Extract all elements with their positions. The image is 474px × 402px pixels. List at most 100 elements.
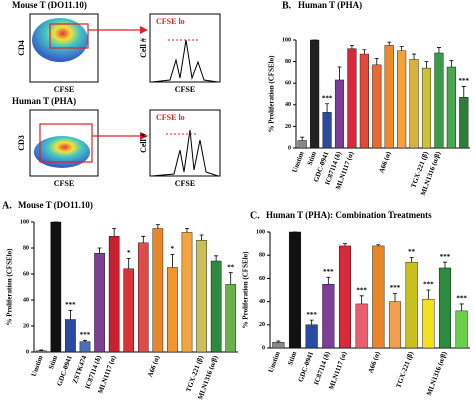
x-tick-label: Unstim bbox=[267, 350, 282, 373]
y-tick-label: 80 bbox=[259, 253, 265, 259]
bar bbox=[297, 140, 307, 149]
y-tick-label: 40 bbox=[23, 297, 29, 303]
y-tick-label: 20 bbox=[285, 124, 291, 130]
axis-label: Cell # bbox=[139, 133, 148, 153]
axis-label: CFSE bbox=[175, 85, 195, 94]
error-bar bbox=[376, 244, 381, 246]
significance: *** bbox=[440, 253, 451, 261]
bar bbox=[372, 245, 385, 349]
error-bar bbox=[362, 49, 367, 55]
error-bar bbox=[412, 53, 417, 60]
error-bar bbox=[461, 86, 466, 98]
bar bbox=[50, 221, 62, 353]
bar bbox=[181, 232, 193, 353]
bar bbox=[422, 299, 435, 349]
significance: *** bbox=[322, 94, 333, 102]
axis-label: CFSE bbox=[54, 85, 74, 94]
error-bar bbox=[343, 243, 347, 246]
y-tick-label: 0 bbox=[26, 349, 29, 355]
bar bbox=[372, 64, 382, 149]
error-bar bbox=[409, 257, 414, 263]
y-tick-label: 60 bbox=[285, 81, 291, 87]
error-bar bbox=[141, 235, 146, 243]
bar bbox=[388, 301, 402, 349]
x-tick-label: Unstim bbox=[30, 354, 45, 377]
bar bbox=[152, 228, 164, 353]
error-bar bbox=[387, 41, 392, 46]
arrow-head bbox=[140, 132, 148, 140]
axis-label: CFSE bbox=[54, 179, 74, 188]
bar bbox=[446, 66, 456, 149]
bar bbox=[322, 284, 335, 349]
chart-title: Human T (PHA): Combination Treatments bbox=[266, 210, 432, 220]
dot-cloud bbox=[32, 18, 88, 62]
x-tick-label: TGX-221 (β) bbox=[395, 350, 416, 389]
error-bar bbox=[185, 228, 189, 233]
error-bar bbox=[459, 303, 464, 311]
bar bbox=[310, 39, 320, 149]
significance: * bbox=[171, 245, 175, 253]
error-bar bbox=[436, 47, 441, 53]
y-tick-label: 20 bbox=[23, 323, 29, 329]
error-bar bbox=[214, 255, 219, 261]
panel-label: C. bbox=[250, 210, 260, 221]
x-tick-label: Stim bbox=[286, 350, 298, 366]
error-bar bbox=[228, 272, 233, 285]
bar bbox=[455, 310, 468, 349]
bar bbox=[137, 242, 149, 353]
x-tick-label: A66 (α) bbox=[367, 350, 382, 374]
error-bar bbox=[97, 247, 102, 254]
error-bar bbox=[68, 310, 73, 320]
y-tick-label: 60 bbox=[259, 276, 265, 282]
bar bbox=[288, 231, 302, 349]
axis-label: Cell # bbox=[139, 38, 148, 58]
error-bar bbox=[83, 339, 87, 342]
y-tick-label: 100 bbox=[256, 229, 265, 235]
axis-label: CFSE bbox=[175, 179, 195, 188]
x-tick-label: Unstim bbox=[291, 150, 306, 173]
x-tick-label: GDC-0941 bbox=[297, 350, 316, 383]
error-bar bbox=[126, 258, 131, 269]
gate bbox=[49, 23, 89, 49]
significance: *** bbox=[80, 331, 91, 339]
y-tick-label: 40 bbox=[285, 102, 291, 108]
y-axis-label: % Proliferation (CFSElo) bbox=[6, 248, 14, 326]
dot-cloud bbox=[34, 136, 90, 168]
significance: * bbox=[127, 249, 131, 257]
bar bbox=[397, 50, 407, 149]
bar bbox=[108, 236, 120, 353]
error-bar bbox=[39, 349, 44, 351]
bar bbox=[210, 260, 222, 353]
bar bbox=[409, 59, 419, 149]
error-bar bbox=[359, 295, 364, 304]
significance: ** bbox=[408, 248, 416, 256]
bar bbox=[94, 252, 105, 353]
bar bbox=[459, 97, 469, 149]
bar bbox=[405, 261, 418, 349]
flow-title: Mouse T (DO11.10) bbox=[12, 0, 87, 10]
flow-title: Human T (PHA) bbox=[12, 96, 76, 106]
bar bbox=[305, 324, 318, 349]
bar bbox=[334, 79, 345, 149]
significance: *** bbox=[390, 284, 401, 292]
x-tick-label: MLN1316 (α/β) bbox=[425, 350, 449, 397]
y-tick-label: 40 bbox=[259, 299, 265, 305]
panel-label: B. bbox=[282, 0, 292, 11]
x-tick-label: A66 (α) bbox=[146, 354, 161, 378]
error-bar bbox=[449, 60, 454, 67]
bar bbox=[225, 284, 237, 353]
bar bbox=[123, 268, 135, 353]
y-tick-label: 100 bbox=[20, 219, 29, 225]
bar bbox=[167, 267, 178, 353]
bar bbox=[347, 48, 357, 149]
bar bbox=[434, 52, 444, 149]
error-bar bbox=[424, 61, 429, 69]
y-tick-label: 80 bbox=[23, 245, 29, 251]
bar bbox=[196, 239, 207, 353]
significance: *** bbox=[323, 268, 334, 276]
bar bbox=[338, 245, 352, 349]
gate bbox=[39, 123, 93, 163]
gate-label: CFSE lo bbox=[156, 113, 185, 122]
y-axis-label: % Proliferation (CFSElo) bbox=[268, 55, 276, 133]
